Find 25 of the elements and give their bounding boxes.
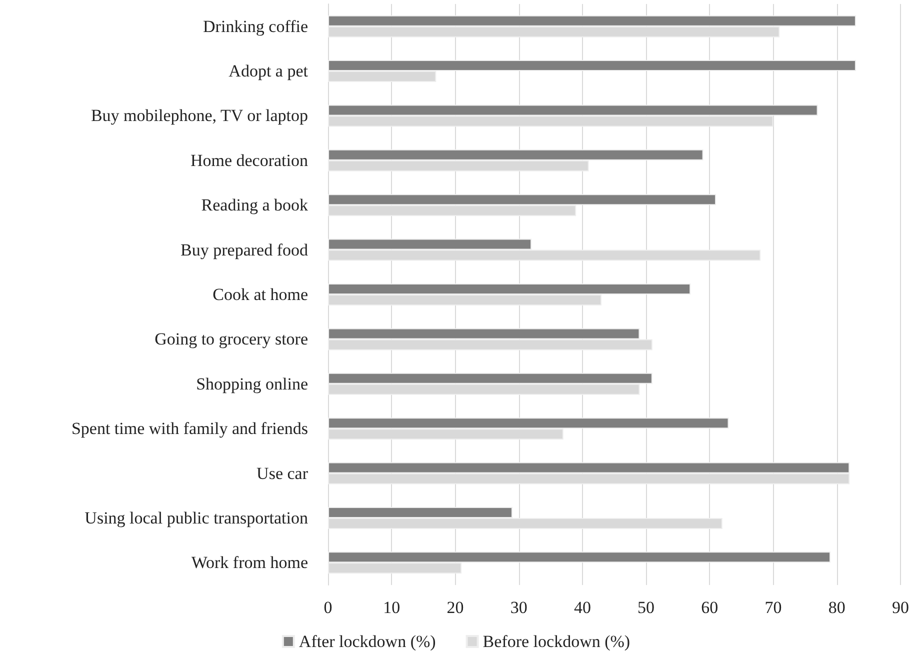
y-tick-label: Use car [256, 464, 308, 483]
y-tick-label: Drinking coffie [203, 16, 308, 36]
y-tick-label: Using local public transportation [84, 508, 308, 528]
y-tick-label: Shopping online [196, 374, 308, 394]
x-tick-label: 30 [510, 598, 528, 617]
x-tick-label: 60 [701, 598, 718, 617]
y-tick-label: Reading a book [201, 196, 308, 215]
y-tick-label: Buy prepared food [180, 240, 308, 260]
y-tick-label: Adopt a pet [228, 62, 308, 81]
x-tick-label: 0 [324, 598, 332, 617]
y-tick-label: Work from home [191, 553, 308, 572]
x-tick-label: 20 [446, 598, 464, 617]
x-tick-label: 40 [574, 598, 591, 617]
x-tick-label: 70 [764, 598, 782, 617]
x-tick-label: 50 [638, 598, 655, 617]
y-tick-label: Cook at home [212, 285, 308, 304]
y-tick-label: Going to grocery store [154, 330, 308, 349]
legend-label: Before lockdown (%) [482, 632, 630, 651]
legend-label: After lockdown (%) [298, 632, 436, 651]
x-tick-label: 10 [383, 598, 400, 617]
y-tick-label: Spent time with family and friends [71, 419, 308, 438]
x-tick-label: 80 [828, 598, 846, 617]
x-tick-label: 90 [892, 598, 909, 617]
y-tick-label: Home decoration [190, 150, 308, 170]
y-tick-label: Buy mobilephone, TV or laptop [90, 106, 308, 126]
